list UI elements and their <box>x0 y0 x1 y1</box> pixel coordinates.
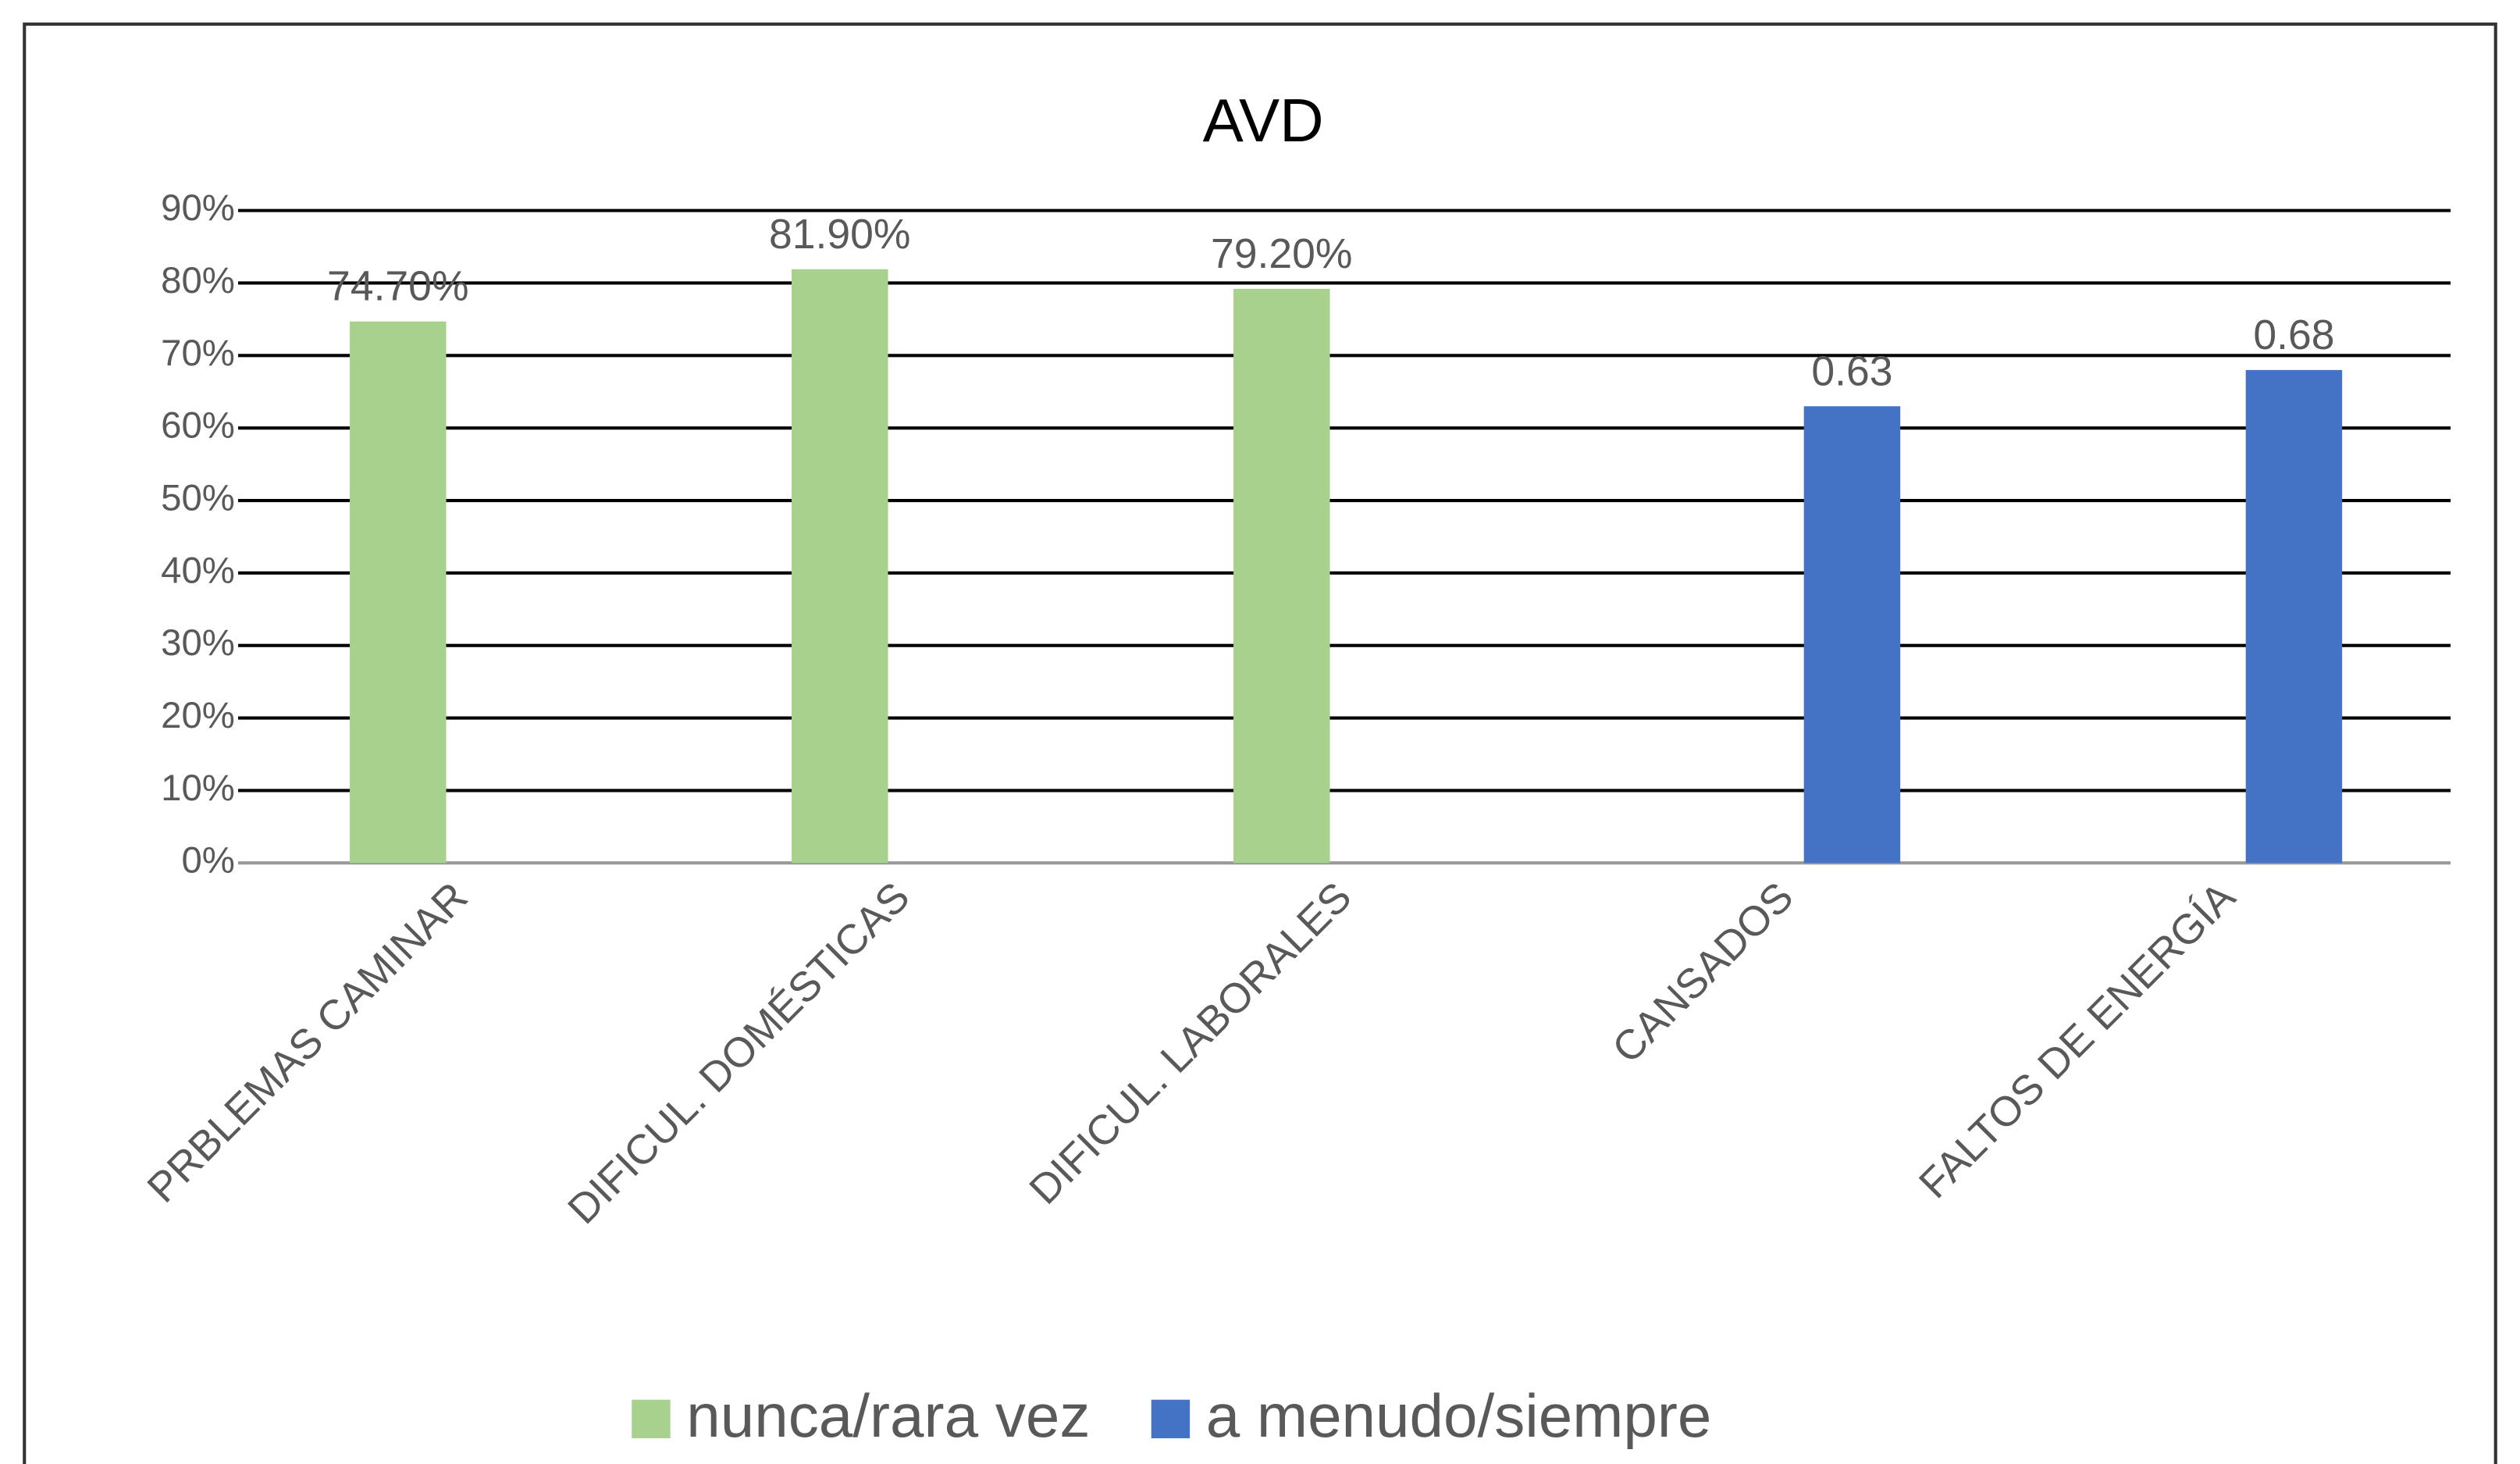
bar <box>792 269 888 864</box>
y-tick-label: 30% <box>161 622 235 664</box>
bar <box>1233 288 1330 864</box>
y-tick-label: 40% <box>161 550 235 591</box>
legend-label: a menudo/siempre <box>1206 1381 1712 1450</box>
data-label: 81.90% <box>769 212 910 258</box>
bar <box>350 321 447 864</box>
bar <box>2245 369 2343 864</box>
y-tick-label: 20% <box>161 695 235 736</box>
y-tick-label: 50% <box>161 478 235 519</box>
y-tick-label: 10% <box>161 768 235 809</box>
data-label: 79.20% <box>1211 231 1352 277</box>
legend-swatch <box>632 1399 671 1439</box>
y-tick-label: 70% <box>161 333 235 374</box>
data-label: 0.63 <box>1811 348 1892 394</box>
data-label: 74.70% <box>327 264 468 310</box>
data-label: 0.68 <box>2253 312 2334 358</box>
y-tick-label: 80% <box>161 260 235 301</box>
legend-label: nunca/rara vez <box>686 1381 1090 1450</box>
y-tick-label: 90% <box>161 187 235 229</box>
y-tick-label: 0% <box>181 840 234 882</box>
bar <box>1803 406 1901 864</box>
y-tick-label: 60% <box>161 405 235 447</box>
legend-swatch <box>1151 1399 1191 1439</box>
chart-title: AVD <box>1203 86 1324 155</box>
